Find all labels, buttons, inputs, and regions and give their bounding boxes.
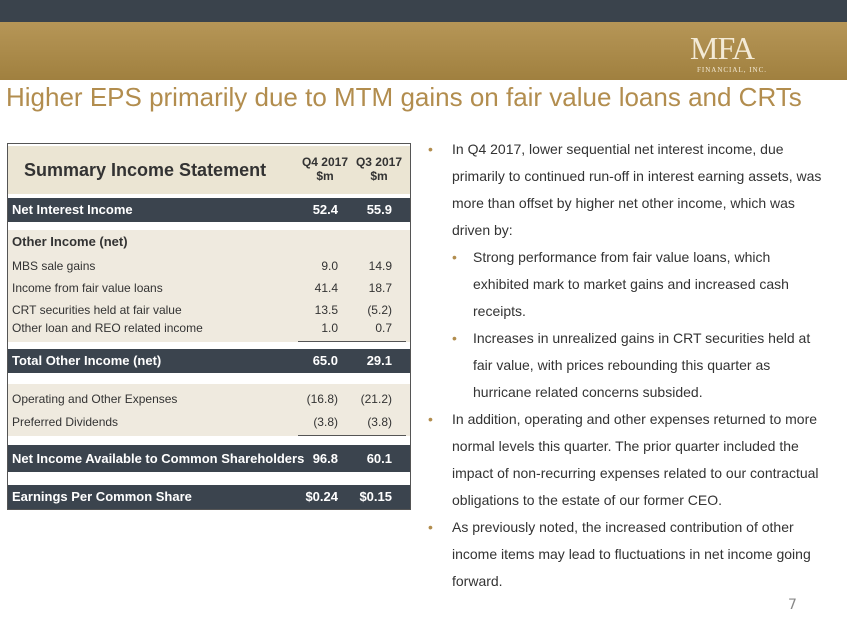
value: 29.1: [366, 353, 392, 368]
sub-bullet: • Strong performance from fair value loan…: [430, 244, 825, 325]
value: 52.4: [312, 202, 338, 217]
col-head-2: $m: [316, 169, 334, 183]
sub-bullet-text: Strong performance from fair value loans…: [473, 249, 789, 319]
label: Net Income Available to Common Sharehold…: [12, 451, 305, 466]
row: Earnings Per Common Share $0.24 $0.15: [8, 485, 410, 509]
sub-bullet-text: Increases in unrealized gains in CRT sec…: [473, 330, 811, 400]
underline: [298, 435, 406, 436]
label: Other Income (net): [12, 234, 128, 249]
col-head: Q3 2017 $m: [354, 155, 404, 183]
sub-bullet: • Increases in unrealized gains in CRT se…: [430, 325, 825, 406]
table-title: Summary Income Statement: [24, 160, 267, 180]
label: Income from fair value loans: [12, 281, 163, 295]
col-head-2: $m: [370, 169, 388, 183]
bullet: • In addition, operating and other expens…: [428, 406, 825, 514]
bullet-text: As previously noted, the increased contr…: [452, 519, 811, 589]
col-head-1: Q3 2017: [355, 155, 403, 169]
row: Operating and Other Expenses (16.8) (21.2): [8, 388, 410, 410]
row: Net Income Available to Common Sharehold…: [8, 445, 410, 472]
underline: [298, 341, 406, 342]
row: Net Interest Income 52.4 55.9: [8, 198, 410, 222]
label: CRT securities held at fair value: [12, 303, 182, 317]
label: Earnings Per Common Share: [12, 489, 192, 504]
row: CRT securities held at fair value 13.5 (5.…: [8, 299, 410, 321]
summary-table: Summary Income Statement Q4 2017 $m Q3 20…: [7, 143, 411, 510]
value: 60.1: [366, 451, 392, 466]
col-head-1: Q4 2017: [301, 155, 349, 169]
value: 65.0: [312, 353, 338, 368]
value: 55.9: [366, 202, 392, 217]
bullet: • In Q4 2017, lower sequential net intere…: [428, 136, 825, 244]
value: 13.5: [314, 303, 338, 317]
value: (5.2): [367, 303, 392, 317]
row: Total Other Income (net) 65.0 29.1: [8, 349, 410, 373]
value: (3.8): [313, 415, 338, 429]
row: Preferred Dividends (3.8) (3.8): [8, 411, 410, 433]
value: 96.8: [312, 451, 338, 466]
table-header: Summary Income Statement Q4 2017 $m Q3 20…: [8, 146, 410, 194]
title: Higher EPS primarily due to MTM gains on…: [6, 82, 802, 112]
bullets: • In Q4 2017, lower sequential net intere…: [428, 136, 825, 595]
logo-sub: FINANCIAL, INC.: [697, 66, 768, 74]
col-head: Q4 2017 $m: [300, 155, 350, 183]
value: 1.0: [321, 321, 338, 335]
section-bg: [8, 230, 410, 342]
bullet-text: In Q4 2017, lower sequential net interes…: [452, 141, 822, 238]
value: (21.2): [360, 392, 392, 406]
page-number: 7: [788, 597, 797, 613]
label: Preferred Dividends: [12, 415, 119, 429]
logo: MFA: [690, 30, 755, 66]
section-bg: [8, 384, 410, 436]
label: Net Interest Income: [12, 202, 133, 217]
value: 9.0: [321, 259, 338, 273]
row: MBS sale gains 9.0 14.9: [8, 255, 410, 277]
bullet-text: In addition, operating and other expense…: [452, 411, 819, 508]
gold-band: [0, 22, 847, 80]
row: Other Income (net): [8, 232, 410, 252]
bullet: • As previously noted, the increased cont…: [428, 514, 825, 595]
value: (16.8): [306, 392, 338, 406]
label: Other loan and REO related income: [12, 321, 203, 335]
label: Total Other Income (net): [12, 353, 162, 368]
row: Income from fair value loans 41.4 18.7: [8, 277, 410, 299]
value: (3.8): [367, 415, 392, 429]
value: 41.4: [314, 281, 338, 295]
value: $0.15: [359, 489, 392, 504]
value: 0.7: [375, 321, 392, 335]
label: Operating and Other Expenses: [12, 392, 178, 406]
value: $0.24: [305, 489, 338, 504]
row: Other loan and REO related income 1.0 0.7: [8, 317, 410, 339]
top-band: [0, 0, 847, 22]
value: 18.7: [368, 281, 392, 295]
value: 14.9: [368, 259, 392, 273]
label: MBS sale gains: [12, 259, 96, 273]
